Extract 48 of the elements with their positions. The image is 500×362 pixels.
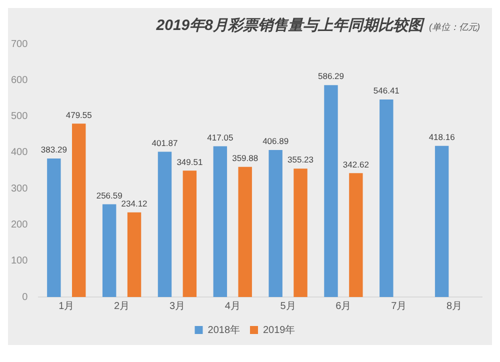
data-label: 401.87 xyxy=(152,138,178,148)
data-label: 546.41 xyxy=(373,86,400,96)
bar xyxy=(349,173,363,297)
bar xyxy=(380,100,394,297)
data-label: 234.12 xyxy=(121,198,148,208)
y-tick-label: 600 xyxy=(10,74,28,86)
x-tick-label: 2月 xyxy=(114,300,130,312)
data-label: 586.29 xyxy=(318,71,344,82)
data-label: 342.62 xyxy=(342,159,370,170)
y-tick-label: 0 xyxy=(22,292,28,303)
bar xyxy=(268,150,282,297)
x-tick-label: 3月 xyxy=(169,300,185,312)
data-label: 417.05 xyxy=(207,132,234,142)
bar xyxy=(47,158,61,297)
x-tick-label: 5月 xyxy=(280,300,296,312)
y-tick-label: 500 xyxy=(10,111,28,122)
bar xyxy=(127,212,142,297)
chart-title: 2019年8月彩票销售量与上年同期比较图 xyxy=(156,16,423,35)
data-label: 349.51 xyxy=(176,156,203,167)
data-label: 355.23 xyxy=(288,154,314,165)
y-tick-label: 200 xyxy=(10,219,28,230)
data-label: 406.89 xyxy=(262,136,289,146)
bar xyxy=(158,152,172,297)
chart-subtitle: (单位：亿元) xyxy=(429,21,480,34)
y-tick-label: 400 xyxy=(10,147,28,158)
y-tick-label: 700 xyxy=(10,38,28,50)
bar xyxy=(72,124,86,297)
x-tick-label: 8月 xyxy=(446,300,462,312)
x-tick-label: 6月 xyxy=(336,300,352,312)
data-label: 383.29 xyxy=(40,144,68,155)
x-tick-label: 1月 xyxy=(58,300,74,312)
legend-label: 2018年 xyxy=(208,324,240,336)
x-tick-label: 4月 xyxy=(224,300,240,312)
bar xyxy=(182,170,197,297)
y-tick-label: 100 xyxy=(10,256,28,267)
x-tick-label: 7月 xyxy=(391,300,407,312)
data-label: 359.88 xyxy=(232,153,258,164)
data-label: 418.16 xyxy=(428,132,456,142)
bar xyxy=(238,166,252,297)
legend-label: 2019年 xyxy=(263,324,296,336)
bar xyxy=(324,85,338,297)
bar xyxy=(102,204,116,297)
data-label: 256.59 xyxy=(96,190,123,200)
bar xyxy=(294,168,308,297)
bar xyxy=(434,146,449,297)
bar xyxy=(213,146,228,297)
y-tick-label: 300 xyxy=(10,183,28,194)
data-label: 479.55 xyxy=(66,110,92,120)
